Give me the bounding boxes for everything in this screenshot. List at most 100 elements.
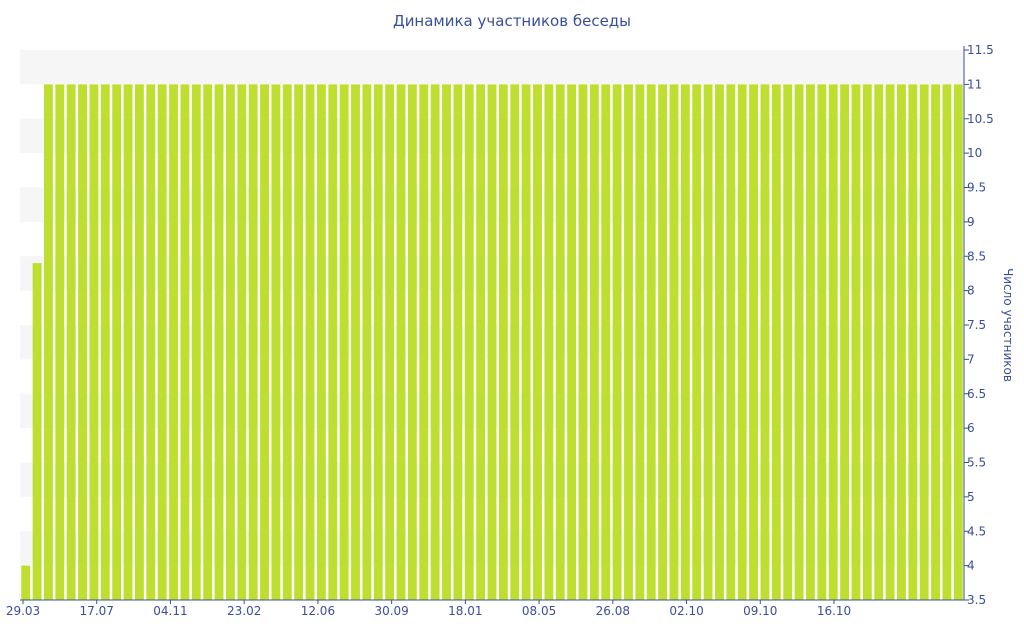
bar bbox=[783, 84, 793, 600]
bar bbox=[146, 84, 156, 600]
bar bbox=[578, 84, 588, 600]
bar bbox=[407, 84, 417, 600]
x-tick-label: 08.05 bbox=[522, 604, 556, 618]
bar bbox=[203, 84, 213, 600]
grid-band bbox=[20, 50, 964, 85]
bar bbox=[260, 84, 269, 600]
bar bbox=[919, 84, 929, 600]
y-tick-label: 7.5 bbox=[967, 318, 986, 332]
y-tick-label: 4 bbox=[967, 559, 975, 573]
bar bbox=[828, 84, 838, 600]
bar bbox=[21, 565, 31, 600]
chart-title: Динамика участников беседы bbox=[392, 12, 632, 30]
bar bbox=[794, 84, 804, 600]
bar bbox=[817, 84, 827, 600]
bar bbox=[555, 84, 565, 600]
y-tick-label: 4.5 bbox=[967, 524, 986, 538]
x-tick-label: 12.06 bbox=[301, 604, 335, 618]
bar bbox=[942, 84, 952, 600]
x-tick-label: 23.02 bbox=[227, 604, 261, 618]
x-tick-label: 17.07 bbox=[80, 604, 114, 618]
y-tick-label: 10.5 bbox=[967, 112, 994, 126]
bar bbox=[100, 84, 110, 600]
bar bbox=[225, 84, 235, 600]
bar bbox=[453, 84, 463, 600]
bar bbox=[123, 84, 133, 600]
y-tick-label: 9.5 bbox=[967, 181, 986, 195]
bar bbox=[43, 84, 53, 600]
bar bbox=[658, 84, 668, 600]
bar bbox=[521, 84, 531, 600]
y-tick-label: 6 bbox=[967, 421, 975, 435]
bar bbox=[271, 84, 281, 600]
bar bbox=[442, 84, 451, 600]
bar bbox=[510, 84, 520, 600]
bar bbox=[351, 84, 360, 600]
bar bbox=[430, 84, 440, 600]
bar bbox=[737, 84, 747, 600]
bar bbox=[646, 84, 656, 600]
bar bbox=[726, 84, 736, 600]
bar bbox=[885, 84, 895, 600]
bar bbox=[328, 84, 338, 600]
bar bbox=[703, 84, 713, 600]
x-tick-label: 16.10 bbox=[817, 604, 851, 618]
bar bbox=[931, 84, 941, 600]
bar bbox=[248, 84, 258, 600]
bar bbox=[612, 84, 622, 600]
bar bbox=[840, 84, 850, 600]
x-tick-label: 29.03 bbox=[6, 604, 40, 618]
bar bbox=[191, 84, 201, 600]
bar bbox=[464, 84, 474, 600]
bar bbox=[806, 84, 815, 600]
bar bbox=[237, 84, 247, 600]
bar bbox=[874, 84, 884, 600]
bar bbox=[294, 84, 304, 600]
y-tick-label: 8.5 bbox=[967, 249, 986, 263]
y-tick-label: 9 bbox=[967, 215, 975, 229]
bar bbox=[669, 84, 679, 600]
y-tick-label: 8 bbox=[967, 284, 975, 298]
bar bbox=[589, 84, 599, 600]
bar bbox=[385, 84, 395, 600]
bar bbox=[680, 84, 690, 600]
bar bbox=[419, 84, 429, 600]
bar bbox=[498, 84, 508, 600]
bar bbox=[396, 84, 406, 600]
bar bbox=[169, 84, 178, 600]
y-axis: 3.5 4 4.5 5 5.5 6 6.5 7 7.5 8 8.5 9 9.5 10 10.5 11 11.5 bbox=[963, 43, 994, 607]
bar bbox=[692, 84, 702, 600]
bar bbox=[862, 84, 872, 600]
bar bbox=[897, 84, 906, 600]
bar bbox=[567, 84, 577, 600]
y-tick-label: 10 bbox=[967, 146, 982, 160]
x-tick-label: 30.09 bbox=[374, 604, 408, 618]
y-axis-label: Число участников bbox=[1001, 268, 1015, 382]
bar bbox=[157, 84, 167, 600]
bar bbox=[544, 84, 554, 600]
bar bbox=[953, 84, 963, 600]
bar bbox=[487, 84, 497, 600]
y-tick-label: 11.5 bbox=[967, 43, 994, 57]
bar bbox=[339, 84, 349, 600]
bar bbox=[89, 84, 99, 600]
bar bbox=[316, 84, 326, 600]
y-tick-label: 6.5 bbox=[967, 387, 986, 401]
bar bbox=[715, 84, 724, 600]
y-tick-label: 11 bbox=[967, 77, 982, 91]
y-tick-label: 7 bbox=[967, 352, 975, 366]
bar bbox=[851, 84, 861, 600]
bar bbox=[214, 84, 224, 600]
x-tick-label: 09.10 bbox=[743, 604, 777, 618]
bar bbox=[282, 84, 292, 600]
bar bbox=[601, 84, 611, 600]
bar bbox=[476, 84, 486, 600]
x-tick-label: 04.11 bbox=[153, 604, 187, 618]
bar bbox=[180, 84, 190, 600]
bar bbox=[533, 84, 542, 600]
bar bbox=[66, 84, 76, 600]
bar bbox=[78, 84, 87, 600]
bar bbox=[112, 84, 122, 600]
bar bbox=[32, 263, 42, 600]
bar bbox=[305, 84, 315, 600]
